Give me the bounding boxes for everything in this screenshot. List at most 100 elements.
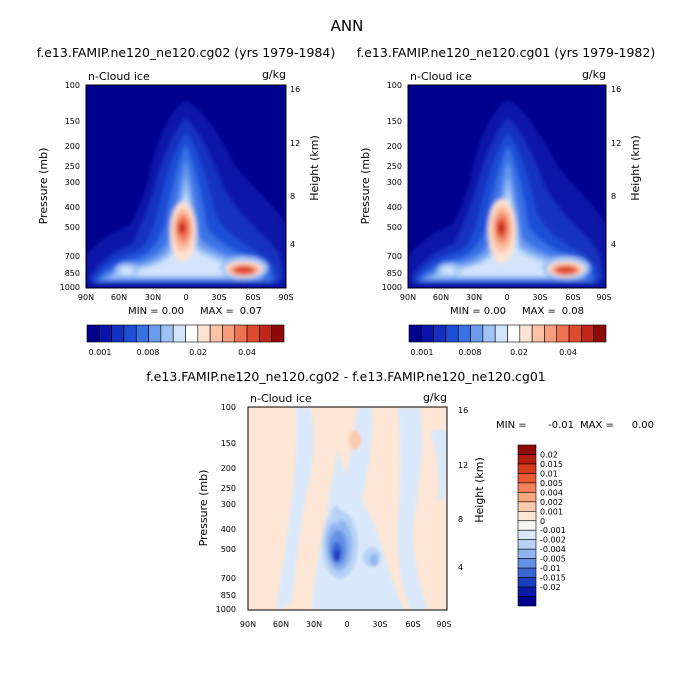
panel-3-ytick-8: 700 (221, 574, 236, 583)
panel-3-cbar-label-1: 0.02 (540, 450, 558, 459)
panel-3-ytick-10: 1000 (216, 605, 236, 614)
panel-1-ytick-8: 700 (65, 252, 80, 261)
panel-3-xtick-7: 90S (436, 620, 451, 629)
panel-3-max-value: 0.00 (632, 420, 654, 431)
panel-2-south-4 (556, 266, 576, 274)
panel-3-xtick-5: 30S (372, 620, 387, 629)
panel-2-cbar-box-2 (421, 324, 434, 343)
panel-1-ylabel: Pressure (mb) (37, 148, 50, 225)
panel-1-ytick-7: 500 (65, 223, 80, 232)
panel-2-ytick-6: 400 (387, 203, 402, 212)
panel-1-cbar-box-10 (197, 324, 211, 343)
panel-3-ytick-1: 100 (221, 403, 236, 412)
panel-2-xtick-2: 60N (433, 293, 449, 302)
panel-1-y2tick-4: 16 (290, 85, 300, 94)
panel-1-cbar-box-14 (246, 324, 260, 343)
panel-1-xtick-2: 60N (111, 293, 127, 302)
panel-1-cbar-box-6 (148, 324, 162, 343)
panel-3-neg-region-4 (397, 407, 428, 610)
panel-3-cbar-box-9 (517, 520, 537, 531)
panel-3-cbar-box-16 (517, 586, 537, 597)
panel-2-north-2 (442, 267, 456, 275)
panel-3-cbar-box-7 (517, 501, 537, 512)
panel-2-xtick-3: 30N (466, 293, 482, 302)
panel-3-cbar-box-8 (517, 510, 537, 522)
panel-1-cbar-box-15 (259, 324, 272, 343)
panel-3-xtick-3: 30N (306, 620, 322, 629)
panel-2-cbar-box-11 (531, 324, 545, 343)
panel-3-cbar-label-12: -0.005 (540, 555, 566, 564)
panel-3-cbar-box-17 (517, 596, 537, 607)
panel-3-cbar-box-1 (517, 444, 537, 455)
panel-1-y2tick-3: 12 (290, 139, 300, 148)
panel-1-y2tick-1: 4 (290, 240, 295, 249)
panel-3-cbar-box-12 (517, 548, 537, 559)
panel-1-variable-label: n-Cloud ice (88, 70, 150, 83)
panel-1-cbar-label-4: 0.04 (238, 348, 256, 357)
panel-2-cbar-box-16 (593, 324, 607, 343)
panel-3-cbar-label-8: 0 (540, 517, 545, 526)
panel-1-title: f.e13.FAMIP.ne120_ne120.cg02 (yrs 1979-1… (37, 45, 335, 60)
panel-1-ytick-5: 300 (65, 178, 80, 187)
panel-2-units-label: g/kg (582, 68, 606, 81)
panel-3-cbar-label-10: -0.002 (540, 536, 566, 545)
panel-3-y2tick-1: 4 (458, 563, 463, 572)
panel-3-ytick-5: 300 (221, 500, 236, 509)
panel-1-xtick-7: 90S (278, 293, 293, 302)
panel-3-cbar-box-5 (517, 482, 537, 493)
panel-2-cbar-label-1: 0.001 (411, 348, 434, 357)
panel-1-cbar-label-3: 0.02 (189, 348, 207, 357)
panel-2-ytick-3: 200 (387, 142, 402, 151)
panel-2-y2tick-3: 12 (611, 139, 621, 148)
panel-2-colorbar (408, 324, 607, 343)
panel-1-cbar-box-5 (135, 324, 149, 343)
panel-3-ylabel: Pressure (mb) (197, 470, 210, 547)
panel-1-xtick-5: 30S (211, 293, 226, 302)
panel-1-field (86, 85, 286, 288)
panel-2-title: f.e13.FAMIP.ne120_ne120.cg01 (yrs 1979-1… (357, 45, 655, 60)
panel-2-cbar-label-4: 0.04 (559, 348, 577, 357)
panel-3-side-2 (370, 554, 378, 566)
panel-1-south-4 (234, 266, 254, 274)
panel-2-core-6 (498, 223, 504, 233)
panel-1-core-6 (179, 224, 185, 232)
panel-3-cbar-box-6 (517, 492, 537, 503)
panel-1-colorbar (86, 324, 285, 343)
panel-1-xtick-6: 60S (245, 293, 260, 302)
panel-1-north-2 (120, 267, 134, 275)
panel-3-colorbar-labels: 0.020.0150.010.0050.0040.0020.0010-0.001… (540, 450, 566, 592)
panel-2-field (408, 85, 606, 288)
panel-1-cbar-box-7 (160, 324, 174, 343)
panel-3-pos-1 (349, 430, 361, 450)
panel-2-cbar-box-15 (581, 324, 594, 343)
panel-1-cbar-box-12 (222, 324, 236, 343)
panel-1-units-label: g/kg (262, 68, 286, 81)
panel-2-cbar-label-2: 0.008 (459, 348, 482, 357)
panel-3-cbar-label-7: 0.001 (540, 507, 563, 516)
panel-3-cbar-box-3 (517, 463, 537, 474)
panel-3-title: f.e13.FAMIP.ne120_ne120.cg02 - f.e13.FAM… (146, 369, 546, 384)
panel-3-cbar-box-11 (517, 539, 537, 550)
panel-3-xtick-1: 90N (240, 620, 256, 629)
panel-1-cbar-box-8 (172, 324, 186, 343)
panel-3-xtick-2: 60N (273, 620, 289, 629)
panel-2-ytick-1: 100 (387, 81, 402, 90)
panel-2-ylabel: Pressure (mb) (359, 148, 372, 225)
panel-3-ytick-6: 400 (221, 525, 236, 534)
panel-3-variable-label: n-Cloud ice (250, 392, 312, 405)
panel-2-xtick-7: 90S (596, 293, 611, 302)
panel-3-cbar-label-13: -0.01 (540, 564, 561, 573)
panel-3-cbar-label-2: 0.015 (540, 460, 563, 469)
panel-1-ytick-2: 150 (65, 117, 80, 126)
panel-3-cbar-box-4 (517, 473, 537, 484)
panel-1-max-label: MAX = (200, 306, 234, 317)
panel-3-ytick-4: 250 (221, 484, 236, 493)
panel-3-ytick-7: 500 (221, 545, 236, 554)
panel-1-cbar-label-2: 0.008 (137, 348, 160, 357)
panel-2-y2tick-4: 16 (611, 85, 621, 94)
panel-1-cbar-box-13 (234, 324, 248, 343)
panel-2-cbar-box-10 (519, 324, 533, 343)
panel-3-cbar-box-2 (517, 454, 537, 465)
panel-1-min-value: 0.00 (162, 306, 184, 317)
